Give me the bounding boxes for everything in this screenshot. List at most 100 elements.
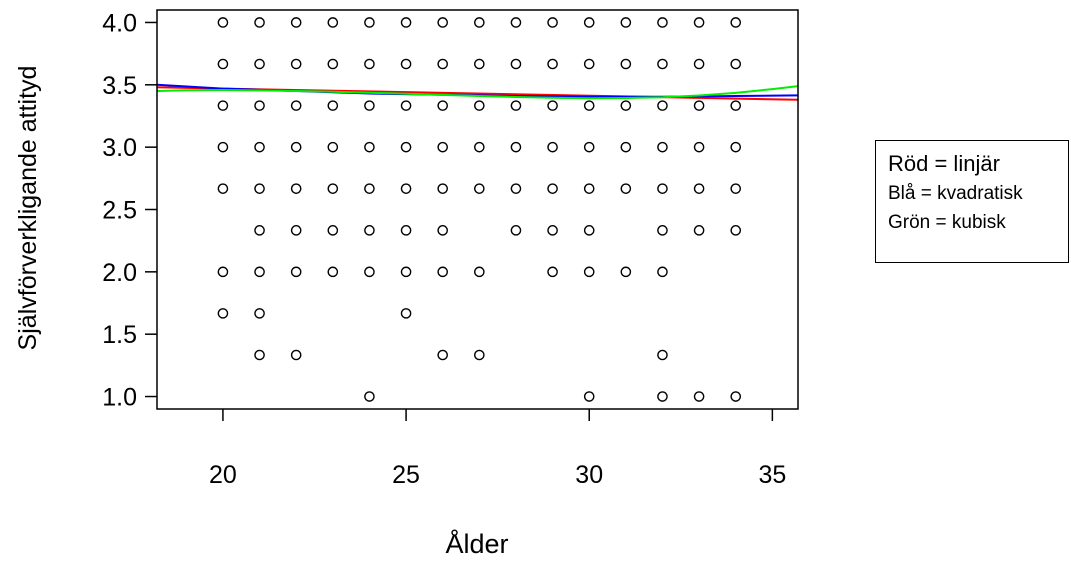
x-tick-label: 30	[575, 461, 603, 489]
data-point	[254, 308, 265, 319]
data-point	[364, 225, 375, 236]
fit-line-cubic	[156, 85, 799, 100]
data-point	[657, 58, 668, 70]
data-point	[364, 266, 375, 278]
data-point	[254, 141, 265, 153]
data-point	[364, 141, 375, 153]
data-point	[510, 225, 522, 236]
y-tick-label: 1.5	[102, 321, 137, 349]
data-point	[400, 58, 412, 70]
legend-box: Röd = linjär Blå = kvadratisk Grön = kub…	[875, 140, 1069, 263]
data-point	[474, 349, 485, 361]
data-point	[254, 183, 265, 194]
data-point	[290, 225, 302, 236]
data-point	[437, 266, 449, 278]
data-point	[327, 183, 339, 194]
data-point	[657, 349, 668, 361]
data-point	[583, 17, 595, 28]
data-point	[730, 58, 742, 70]
data-point	[583, 58, 595, 70]
data-point	[474, 183, 485, 194]
data-point	[327, 100, 339, 111]
data-point	[693, 17, 705, 28]
data-point	[583, 183, 595, 194]
data-point	[693, 100, 705, 111]
y-axis-label: Självförverkligande attityd	[14, 66, 42, 351]
data-point	[693, 183, 705, 194]
data-point	[290, 349, 302, 361]
data-point	[547, 266, 558, 278]
data-point	[327, 58, 339, 70]
data-point	[254, 225, 265, 236]
data-point	[290, 100, 302, 111]
data-point	[400, 141, 412, 153]
data-point	[547, 225, 558, 236]
x-axis-label: Ålder	[445, 528, 508, 559]
data-point	[327, 17, 339, 28]
data-point	[547, 100, 558, 111]
data-point	[400, 266, 412, 278]
data-point	[327, 141, 339, 153]
data-point	[290, 17, 302, 28]
legend-item-quadratic: Blå = kvadratisk	[888, 182, 1023, 204]
data-point	[657, 17, 668, 28]
data-point	[290, 58, 302, 70]
data-point	[730, 391, 742, 402]
data-point	[400, 308, 412, 319]
x-tick-label: 25	[392, 461, 420, 489]
data-point	[693, 58, 705, 70]
data-point	[437, 17, 449, 28]
data-point	[254, 58, 265, 70]
data-point	[583, 225, 595, 236]
data-point	[547, 141, 558, 153]
data-point	[437, 141, 449, 153]
data-point	[290, 141, 302, 153]
data-point	[657, 183, 668, 194]
data-point	[254, 100, 265, 111]
data-point	[547, 183, 558, 194]
data-point	[437, 183, 449, 194]
data-point	[583, 391, 595, 402]
data-point	[510, 183, 522, 194]
data-point	[693, 391, 705, 402]
data-point	[217, 183, 229, 194]
data-point	[474, 100, 485, 111]
data-point	[254, 266, 265, 278]
data-point	[217, 100, 229, 111]
data-point	[657, 141, 668, 153]
data-point	[730, 183, 742, 194]
data-point	[583, 100, 595, 111]
data-point	[290, 266, 302, 278]
data-point	[730, 141, 742, 153]
data-point	[437, 100, 449, 111]
data-point	[217, 58, 229, 70]
data-point	[693, 141, 705, 153]
data-point	[510, 141, 522, 153]
data-point	[290, 183, 302, 194]
data-point	[583, 141, 595, 153]
data-point	[437, 58, 449, 70]
data-point	[327, 225, 339, 236]
data-point	[474, 266, 485, 278]
data-point	[327, 266, 339, 278]
y-axis: 1.0 1.5 2.0 2.5 3.0 3.5 4.0	[102, 9, 157, 412]
data-point	[437, 225, 449, 236]
data-point	[730, 17, 742, 28]
x-tick-label: 35	[758, 461, 786, 489]
data-point	[217, 266, 229, 278]
data-point	[730, 225, 742, 236]
data-point	[400, 225, 412, 236]
data-point	[400, 183, 412, 194]
data-point	[657, 266, 668, 278]
data-point	[364, 100, 375, 111]
data-point	[730, 100, 742, 111]
y-tick-label: 1.0	[102, 384, 137, 412]
data-point	[620, 100, 632, 111]
data-point	[510, 100, 522, 111]
y-tick-label: 3.0	[102, 134, 137, 162]
data-point	[657, 225, 668, 236]
data-point	[547, 58, 558, 70]
data-point	[620, 266, 632, 278]
legend-item-linear: Röd = linjär	[888, 151, 1000, 176]
data-point	[474, 17, 485, 28]
